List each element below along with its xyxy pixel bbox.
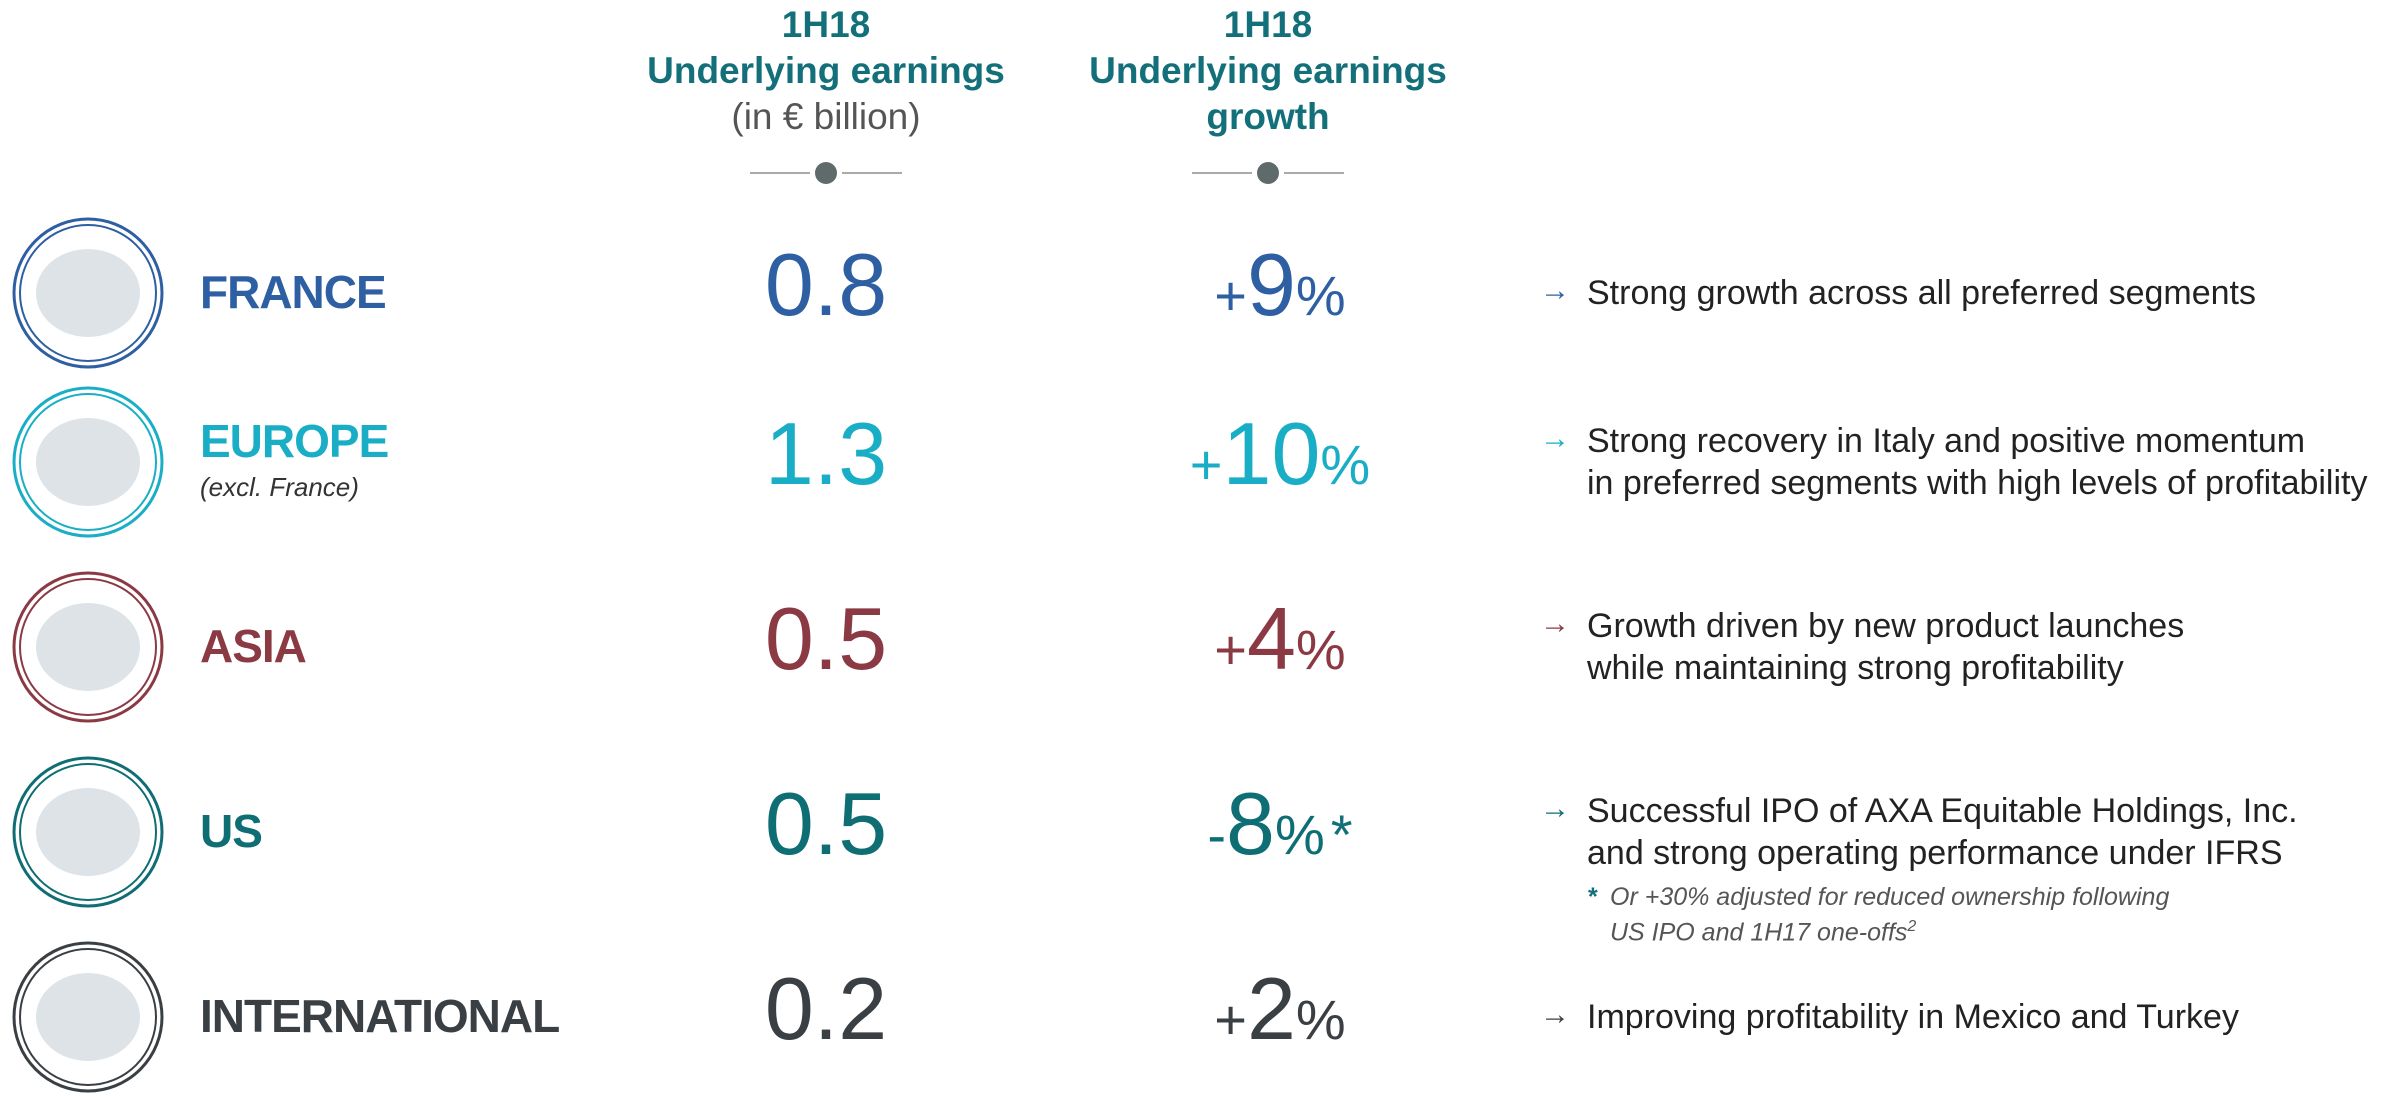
growth-unit: %	[1275, 803, 1325, 866]
map-shape	[36, 788, 140, 876]
growth-value: +2%	[1030, 965, 1530, 1053]
growth-sign: +	[1189, 433, 1223, 496]
footnote-line: US IPO and 1H17 one-offs2	[1610, 912, 1916, 947]
footnote-text: US IPO and 1H17 one-offs	[1610, 918, 1908, 947]
header-line: 1H18	[781, 4, 871, 45]
region-label: INTERNATIONAL	[200, 990, 560, 1042]
comment-line: Strong recovery in Italy and positive mo…	[1587, 422, 2306, 460]
map-shape	[36, 418, 140, 506]
footnote-text: Or +30% adjusted for reduced ownership f…	[1610, 883, 2170, 911]
header-line: growth	[1206, 96, 1330, 137]
growth-unit: %	[1320, 433, 1371, 496]
comment-line: Successful IPO of AXA Equitable Holdings…	[1587, 792, 2298, 830]
dot	[1257, 162, 1279, 184]
region-label: FRANCE	[200, 266, 387, 318]
growth-sign: +	[1214, 264, 1247, 327]
icon-ring-inner	[19, 763, 157, 901]
growth-unit: %	[1295, 618, 1346, 681]
header-line: Underlying earnings	[1089, 50, 1447, 91]
growth-number: 10	[1222, 404, 1321, 503]
comment-line: in preferred segments with high levels o…	[1587, 464, 2368, 502]
arrow: →	[1540, 998, 1570, 1031]
comment-line: Improving profitability in Mexico and Tu…	[1587, 998, 2239, 1036]
icon-ring-inner	[19, 224, 157, 362]
growth-value: -8% *	[1030, 780, 1530, 868]
growth-star: *	[1330, 803, 1353, 866]
growth-number: 4	[1246, 589, 1296, 688]
growth-number: 2	[1246, 959, 1296, 1058]
arrow: →	[1540, 274, 1570, 307]
earnings-value: 1.3	[764, 404, 888, 503]
growth-sign: -	[1207, 803, 1227, 866]
icon-ring-inner	[19, 578, 157, 716]
header-unit: (in € billion)	[731, 96, 921, 137]
growth-unit: %	[1295, 264, 1346, 327]
growth-sign: +	[1214, 988, 1247, 1051]
earnings-value: 0.2	[764, 959, 888, 1058]
map-shape	[36, 973, 140, 1061]
footnote-star: *	[1588, 883, 1598, 911]
footnote-sup: 2	[1907, 918, 1917, 935]
header-col1: 1H18 Underlying earnings (in € billion)	[526, 2, 1126, 140]
comment-line: Growth driven by new product launches	[1587, 607, 2185, 645]
growth-value: +10%	[1030, 410, 1530, 498]
earnings-value: 0.5	[764, 589, 888, 688]
icon-ring	[12, 941, 164, 1093]
header-col2: 1H18 Underlying earnings growth	[968, 2, 1568, 140]
comment-line: while maintaining strong profitability	[1587, 649, 2124, 687]
growth-sign: +	[1214, 618, 1247, 681]
header-line: 1H18	[1223, 4, 1313, 45]
map-shape	[36, 249, 140, 337]
icon-ring-inner	[19, 948, 157, 1086]
comment-line: Strong growth across all preferred segme…	[1587, 274, 2256, 312]
growth-number: 9	[1246, 235, 1296, 334]
footnote-line: Or +30% adjusted for reduced ownership f…	[1610, 882, 2169, 912]
map-shape	[36, 603, 140, 691]
icon-ring	[12, 386, 164, 538]
icon-ring	[12, 756, 164, 908]
growth-number: 8	[1226, 774, 1275, 873]
header-line: Underlying earnings	[647, 50, 1005, 91]
arrow: →	[1540, 422, 1570, 455]
growth-unit: %	[1295, 988, 1346, 1051]
region-label: ASIA	[200, 620, 307, 672]
dot	[815, 162, 837, 184]
growth-value: +9%	[1030, 241, 1530, 329]
region-note: (excl. France)	[200, 472, 359, 502]
icon-ring-inner	[19, 393, 157, 531]
growth-value: +4%	[1030, 595, 1530, 683]
earnings-value: 0.5	[764, 774, 888, 873]
arrow: →	[1540, 607, 1570, 640]
region-label: EUROPE	[200, 415, 389, 467]
icon-ring	[12, 571, 164, 723]
comment-line: and strong operating performance under I…	[1587, 834, 2283, 872]
arrow: →	[1540, 792, 1570, 825]
icon-ring	[12, 217, 164, 369]
earnings-value: 0.8	[764, 235, 888, 334]
region-label: US	[200, 805, 263, 857]
